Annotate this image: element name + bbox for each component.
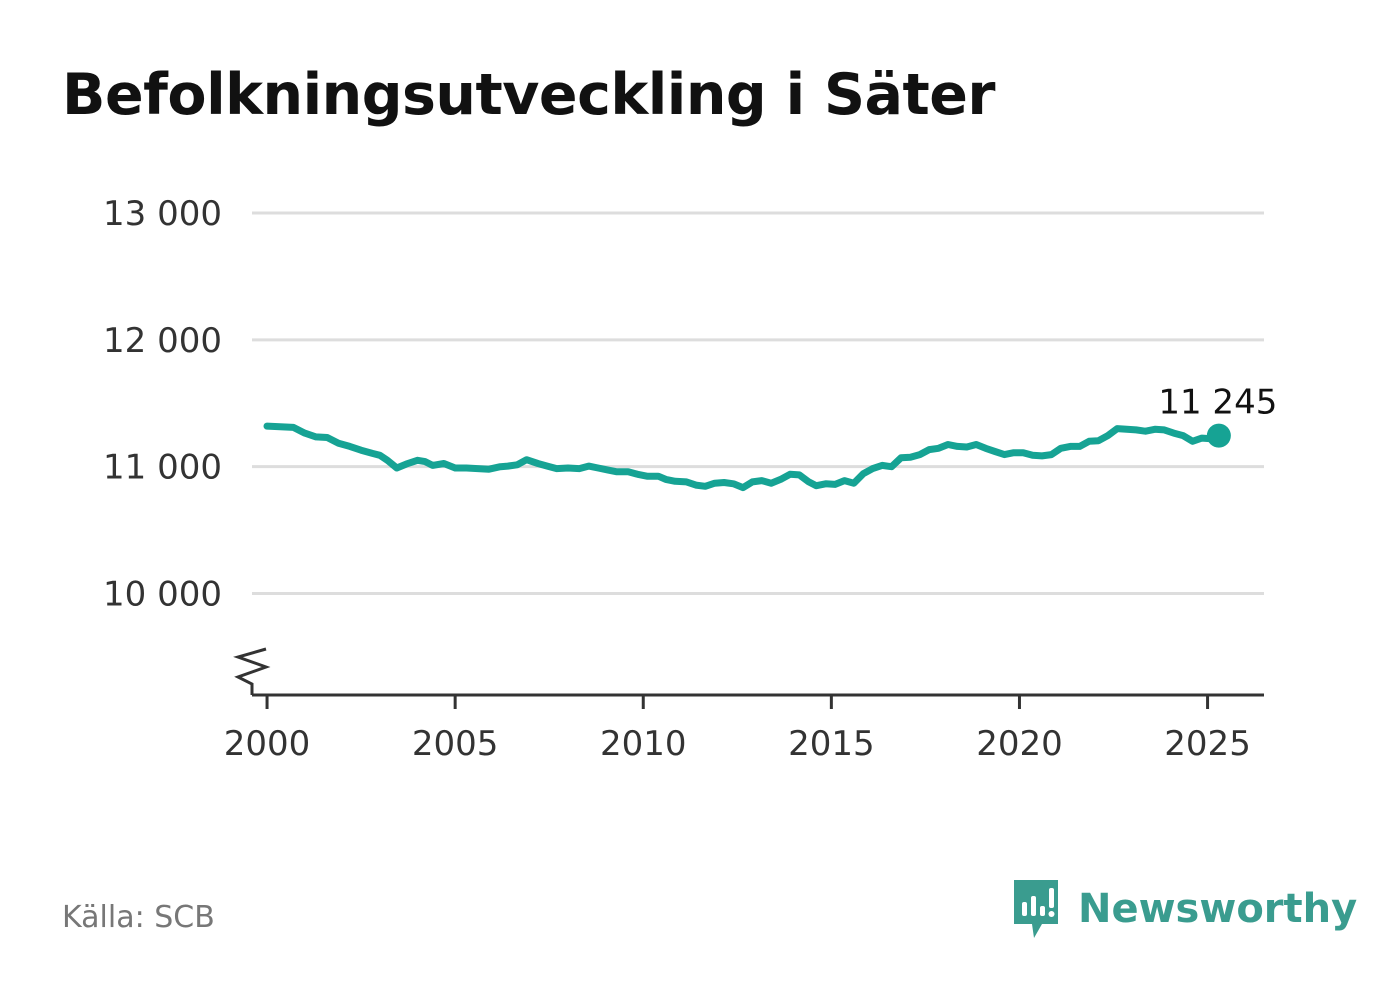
source-note: Källa: SCB bbox=[62, 900, 215, 935]
last-value-label: 11 245 bbox=[1158, 383, 1277, 423]
axis-break-icon bbox=[233, 647, 271, 695]
x-axis bbox=[233, 647, 1264, 709]
last-point-marker bbox=[1206, 423, 1231, 448]
y-tick-labels: 10 000 11 000 12 000 13 000 bbox=[103, 194, 222, 615]
gridlines bbox=[252, 211, 1264, 596]
x-tick-label: 2025 bbox=[1164, 724, 1251, 764]
x-tick-label: 2000 bbox=[224, 724, 311, 764]
chart-title: Befolkningsutveckling i Säter bbox=[62, 62, 996, 128]
y-tick-label: 11 000 bbox=[103, 448, 222, 488]
series: 11 245 bbox=[263, 383, 1277, 492]
x-tick-labels: 2000 2005 2010 2015 2020 2025 bbox=[224, 724, 1251, 764]
x-tick-label: 2010 bbox=[600, 724, 687, 764]
x-tick-label: 2005 bbox=[412, 724, 499, 764]
x-tick-label: 2015 bbox=[788, 724, 875, 764]
y-tick-label: 13 000 bbox=[103, 194, 222, 234]
y-tick-label: 12 000 bbox=[103, 321, 222, 361]
brand-logo: Newsworthy bbox=[1010, 878, 1357, 940]
x-tick-label: 2020 bbox=[976, 724, 1063, 764]
y-tick-label: 10 000 bbox=[103, 575, 222, 615]
brand-name: Newsworthy bbox=[1078, 886, 1358, 932]
series-line bbox=[263, 422, 1223, 492]
newsworthy-logo-icon bbox=[1014, 880, 1058, 938]
